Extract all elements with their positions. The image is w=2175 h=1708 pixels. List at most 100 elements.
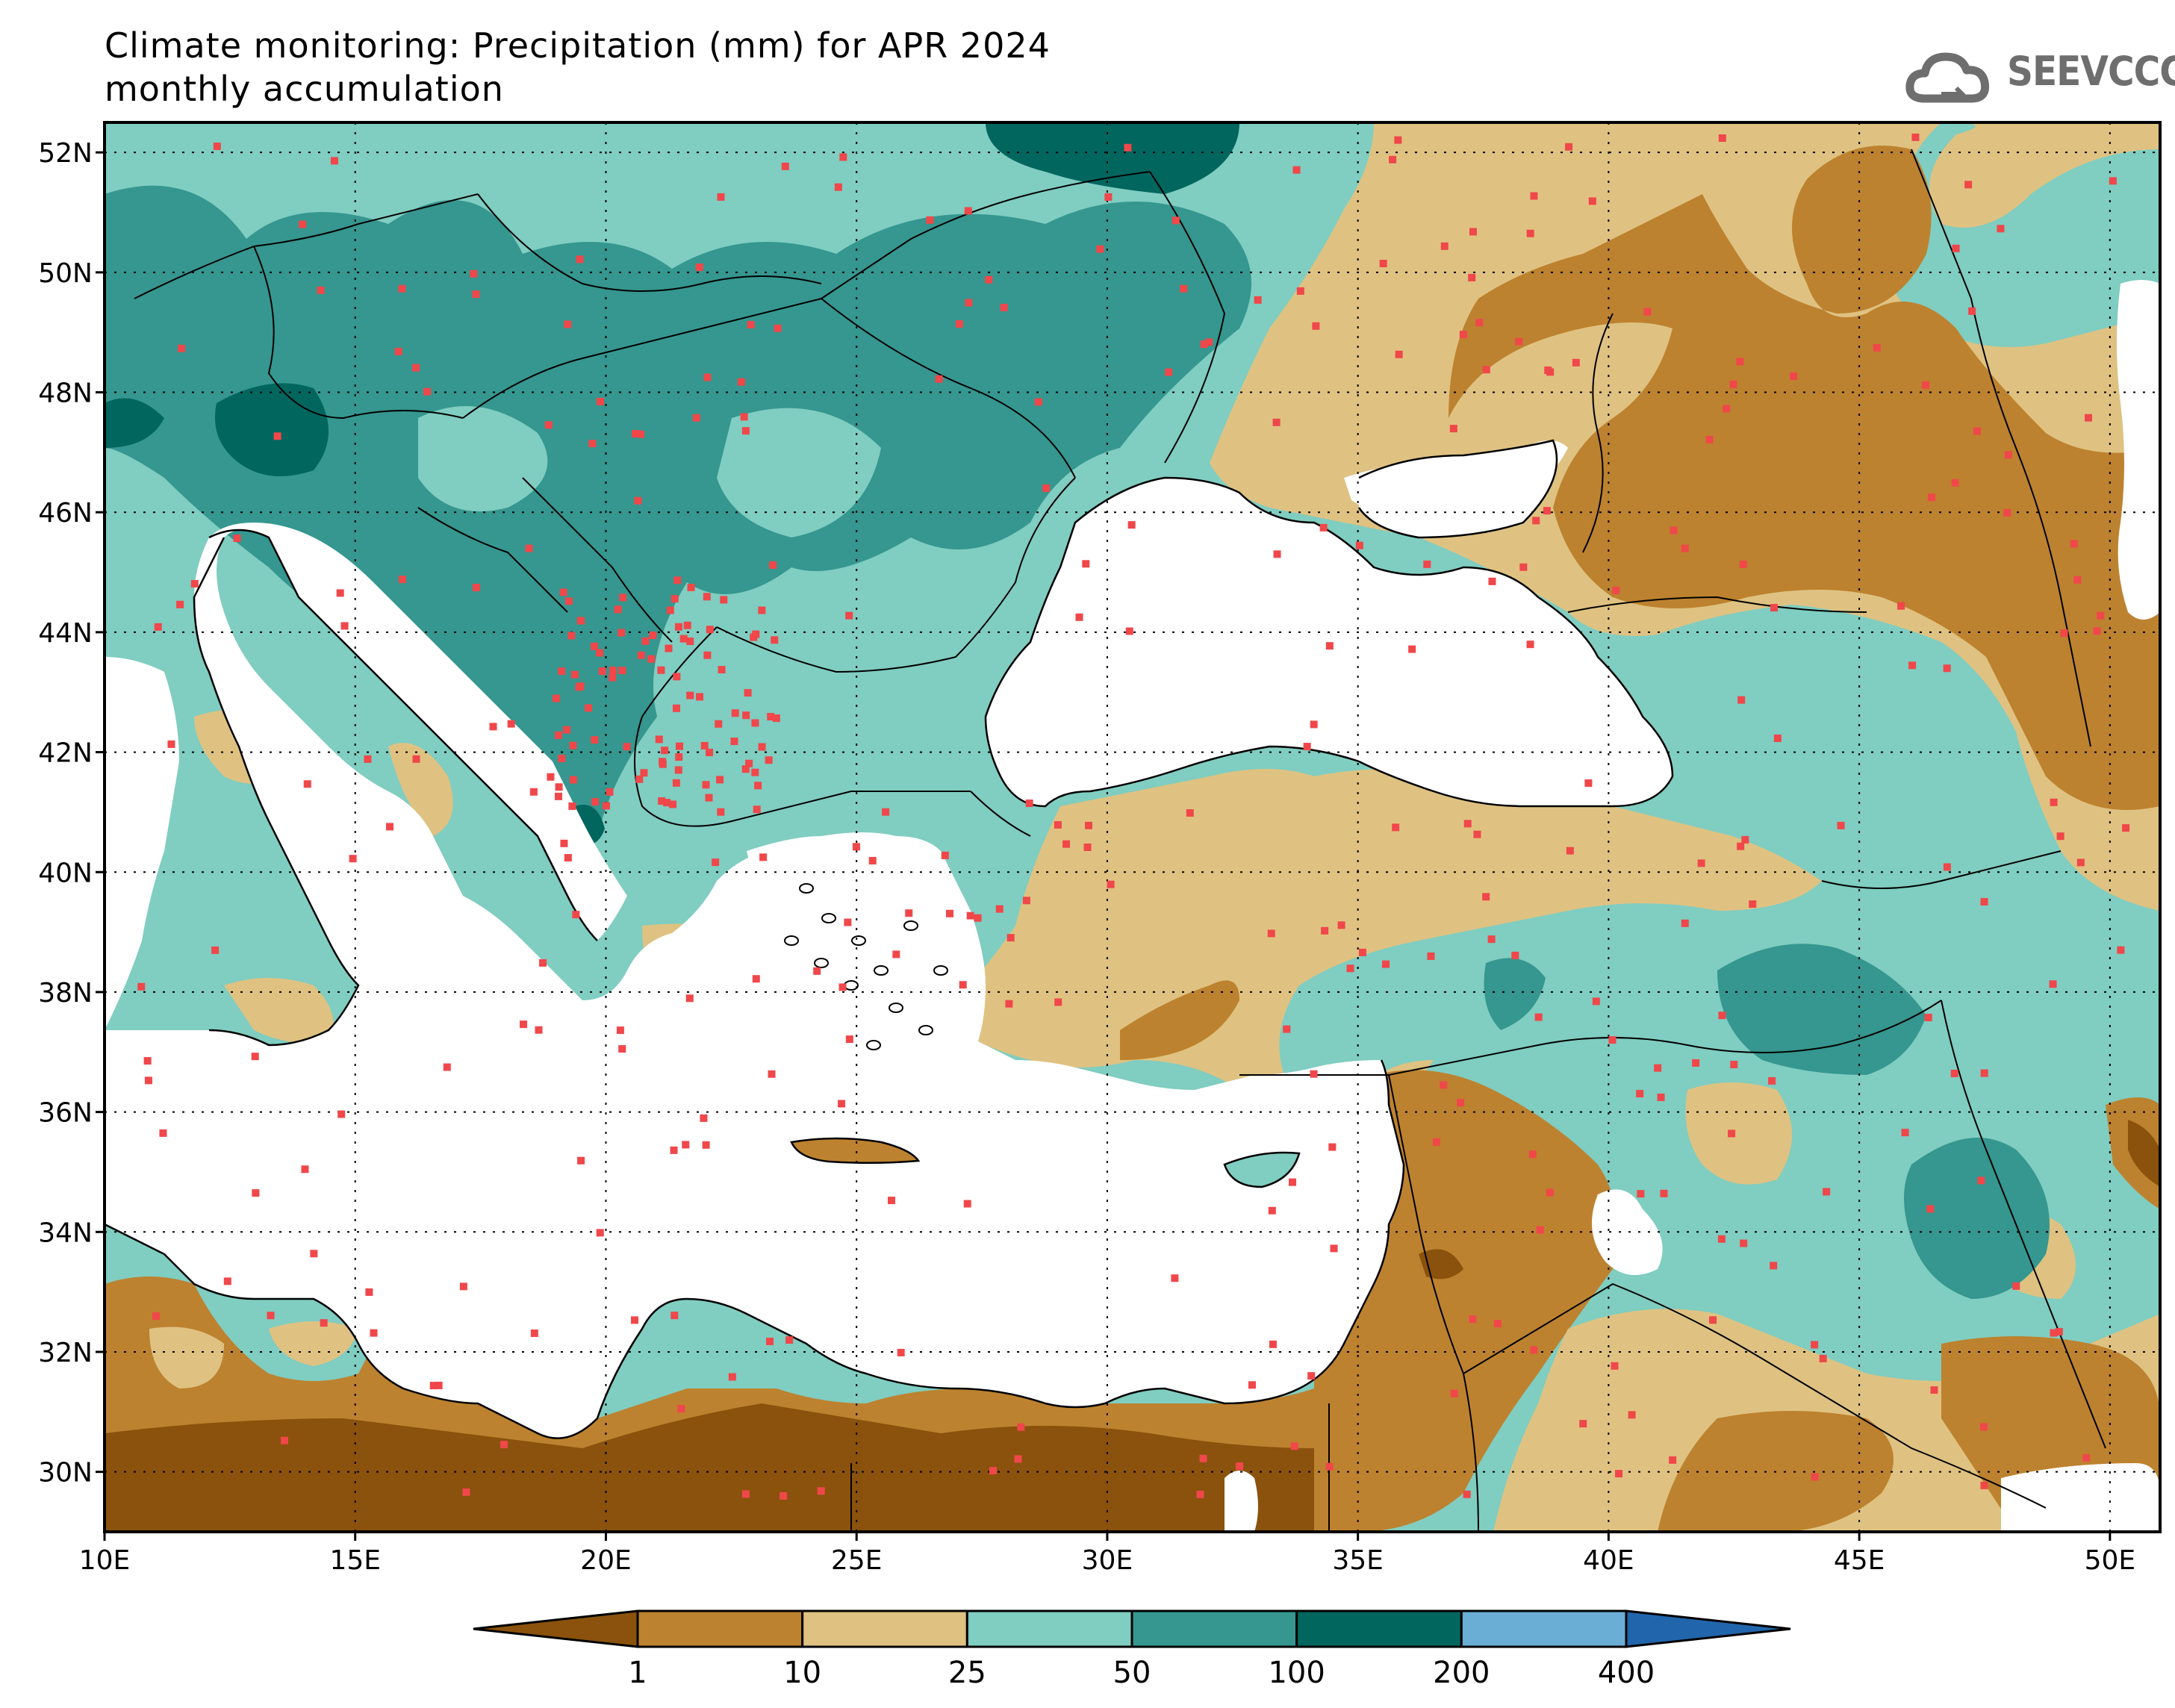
field-dark-alps — [215, 383, 329, 476]
station-marker — [1511, 951, 1519, 959]
station-marker — [768, 1070, 776, 1078]
station-marker — [634, 496, 642, 505]
station-marker — [1565, 143, 1573, 151]
station-marker — [1519, 563, 1528, 571]
station-marker — [692, 414, 700, 422]
station-marker — [489, 723, 497, 731]
station-marker — [670, 1312, 679, 1320]
station-marker — [394, 347, 402, 355]
station-marker — [1171, 1274, 1179, 1282]
station-marker — [618, 667, 626, 675]
map-title: Climate monitoring: Precipitation (mm) f… — [105, 25, 1051, 66]
station-marker — [1930, 1386, 1938, 1394]
station-marker — [1423, 560, 1431, 568]
station-marker — [1977, 1176, 1985, 1185]
station-marker — [1165, 368, 1173, 376]
station-marker — [1248, 1381, 1256, 1389]
station-marker — [1469, 228, 1477, 236]
station-marker — [1637, 1190, 1645, 1198]
station-marker — [769, 561, 777, 569]
station-marker — [596, 649, 604, 657]
station-marker — [1901, 1129, 1909, 1137]
station-marker — [1296, 287, 1304, 295]
station-marker — [737, 378, 745, 386]
station-marker — [560, 839, 568, 847]
station-marker — [211, 946, 220, 954]
station-marker — [1657, 1093, 1665, 1101]
station-marker — [1723, 405, 1731, 413]
station-marker — [712, 858, 720, 867]
station-marker — [767, 713, 775, 721]
station-marker — [1979, 1423, 1988, 1431]
station-marker — [303, 780, 311, 788]
station-marker — [588, 440, 597, 448]
colorbar-segment — [1130, 1609, 1298, 1648]
station-marker — [631, 1316, 639, 1324]
station-marker — [781, 162, 789, 170]
lon-tick-label: 30E — [1082, 1545, 1133, 1576]
station-marker — [569, 776, 577, 784]
station-marker — [766, 1337, 774, 1345]
aegean-islands — [784, 883, 948, 1050]
station-marker — [685, 994, 694, 1003]
station-marker — [1643, 308, 1652, 316]
station-marker — [443, 1063, 451, 1071]
colorbar-label: 1 — [628, 1656, 647, 1690]
station-marker — [1654, 1064, 1662, 1072]
station-marker — [1615, 1470, 1623, 1478]
station-marker — [1006, 934, 1015, 942]
station-marker — [472, 584, 480, 592]
island — [918, 1025, 933, 1035]
station-marker — [317, 286, 325, 294]
station-marker — [752, 975, 760, 983]
station-marker — [563, 726, 571, 734]
station-marker — [386, 823, 394, 831]
station-marker — [669, 800, 677, 808]
station-marker — [1269, 1340, 1277, 1348]
station-marker — [834, 183, 842, 191]
station-marker — [845, 611, 853, 620]
station-marker — [1482, 893, 1490, 901]
station-marker — [340, 622, 349, 630]
station-marker — [1107, 880, 1115, 888]
station-marker — [2012, 1282, 2020, 1290]
tyrrhenian-sea — [105, 657, 179, 1030]
island — [874, 965, 889, 976]
station-marker — [137, 982, 146, 991]
station-marker — [1811, 1341, 1819, 1349]
lat-tick-label: 48N — [38, 378, 93, 409]
field-brown-east — [1449, 146, 2160, 810]
station-marker — [703, 651, 712, 659]
station-marker — [547, 773, 555, 781]
station-marker — [1307, 1372, 1316, 1380]
lat-tick-label: 46N — [38, 498, 93, 529]
station-marker — [1469, 1315, 1477, 1324]
station-marker — [964, 207, 972, 215]
station-marker — [659, 760, 667, 768]
station-marker — [1530, 192, 1538, 200]
lon-tick-label: 35E — [1332, 1545, 1384, 1576]
station-marker — [1515, 337, 1523, 346]
station-marker — [1740, 1239, 1748, 1247]
island — [866, 1040, 881, 1050]
station-marker — [663, 799, 671, 807]
station-marker — [1837, 821, 1845, 829]
station-marker — [1546, 1188, 1554, 1197]
station-marker — [1268, 1206, 1276, 1215]
station-marker — [751, 768, 759, 776]
station-marker — [1773, 734, 1782, 742]
station-marker — [637, 430, 645, 438]
colorbar-label: 25 — [948, 1656, 986, 1690]
station-marker — [882, 808, 890, 816]
station-marker — [730, 738, 738, 746]
station-marker — [666, 606, 674, 614]
station-marker — [2073, 576, 2082, 584]
field-brown-caucasus — [1941, 448, 2160, 806]
station-marker — [564, 597, 573, 605]
station-marker — [1927, 493, 1935, 502]
station-marker — [1709, 1316, 1717, 1324]
station-marker — [617, 629, 626, 637]
station-marker — [1005, 1000, 1013, 1008]
station-marker — [751, 719, 759, 727]
station-marker — [1171, 216, 1180, 225]
